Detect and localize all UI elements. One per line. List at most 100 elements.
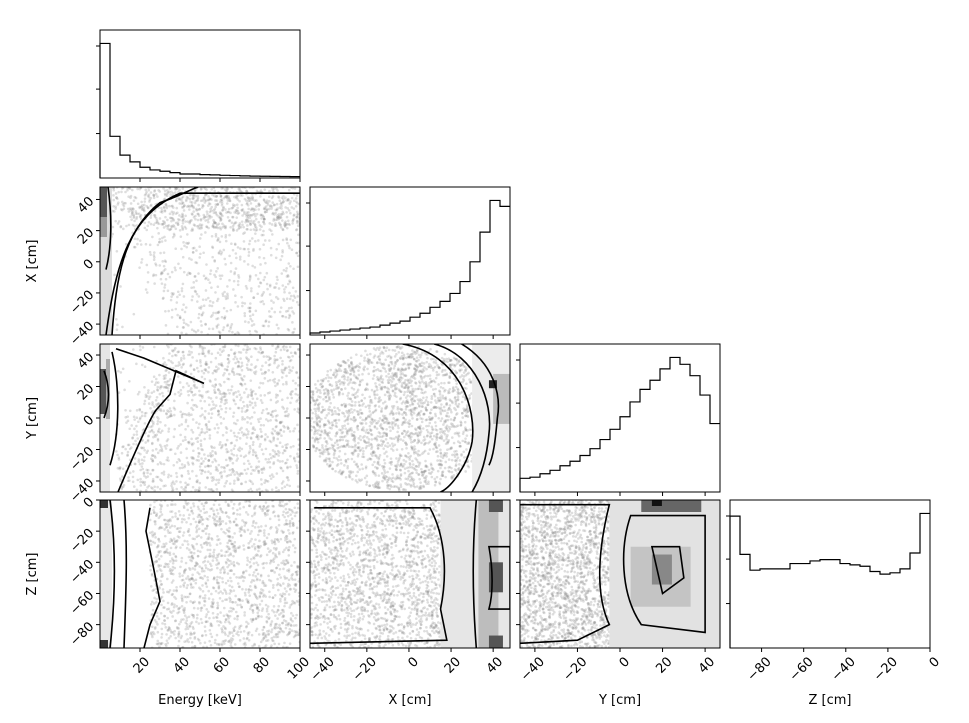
histogram-frame-z bbox=[729, 499, 931, 649]
density-cell bbox=[488, 635, 503, 648]
histogram-step-z bbox=[729, 512, 930, 648]
y-tick-label: −20 bbox=[67, 444, 97, 474]
histogram-step-x bbox=[309, 199, 510, 335]
x-tick-label: 80 bbox=[251, 654, 273, 676]
panel-z-vs-y bbox=[519, 499, 721, 649]
histogram-x bbox=[306, 186, 511, 339]
density-cell bbox=[478, 500, 499, 648]
x-tick-label: 40 bbox=[696, 654, 718, 676]
x-tick-label: 20 bbox=[653, 654, 675, 676]
histogram-z bbox=[726, 499, 931, 649]
y-tick-label: 40 bbox=[75, 350, 97, 372]
x-tick-label: −20 bbox=[560, 654, 590, 684]
y-tick-label: 40 bbox=[75, 194, 97, 216]
density-cell bbox=[641, 500, 702, 512]
y-axis-label-z: Z [cm] bbox=[25, 553, 40, 596]
panel-frame bbox=[309, 499, 511, 649]
density-contour bbox=[109, 351, 119, 466]
scatter-points bbox=[104, 187, 300, 335]
histogram-frame-energy bbox=[99, 29, 301, 179]
y-tick-label: −80 bbox=[67, 619, 97, 649]
histogram-frame-x bbox=[309, 186, 511, 336]
y-tick-label: −40 bbox=[67, 557, 97, 587]
x-tick-label: −20 bbox=[350, 654, 380, 684]
panel-y-vs-x bbox=[309, 343, 511, 493]
density-cell bbox=[100, 369, 106, 414]
density-contour bbox=[105, 187, 112, 270]
histogram-energy bbox=[96, 29, 301, 182]
density-cell bbox=[493, 373, 510, 424]
y-axis-label-y: Y [cm] bbox=[25, 397, 40, 440]
panel-x-vs-energy bbox=[99, 186, 301, 336]
panel-z-vs-energy bbox=[99, 499, 301, 649]
y-tick-label: −40 bbox=[67, 319, 97, 349]
density-contour bbox=[103, 370, 110, 419]
density-contour bbox=[123, 500, 128, 648]
density-contour bbox=[520, 503, 611, 645]
density-contour bbox=[461, 344, 500, 466]
x-tick-label: 0 bbox=[406, 654, 422, 670]
x-tick-label: −40 bbox=[518, 654, 548, 684]
density-contour bbox=[622, 514, 706, 634]
histogram-step-y bbox=[519, 356, 720, 492]
density-contour bbox=[143, 507, 161, 648]
histogram-step-energy bbox=[99, 42, 300, 178]
density-contour bbox=[434, 344, 491, 492]
density-cell bbox=[488, 380, 497, 389]
y-tick-label: 0 bbox=[81, 413, 97, 429]
density-contour bbox=[115, 347, 205, 492]
density-cell bbox=[100, 217, 107, 237]
x-axis-label-y: Y [cm] bbox=[598, 693, 641, 708]
density-contour bbox=[402, 344, 474, 492]
x-tick-label: 20 bbox=[442, 654, 464, 676]
scatter-points bbox=[310, 344, 496, 492]
x-axis-label-x: X [cm] bbox=[389, 693, 432, 708]
x-tick-label: 100 bbox=[285, 654, 313, 682]
density-cell bbox=[100, 640, 108, 648]
y-tick-label: 0 bbox=[81, 256, 97, 272]
panel-z-vs-x bbox=[309, 499, 511, 649]
x-tick-label: 60 bbox=[211, 654, 233, 676]
x-tick-label: 0 bbox=[927, 654, 943, 670]
density-cell bbox=[488, 500, 503, 512]
density-cell bbox=[100, 344, 110, 492]
panel-frame bbox=[99, 499, 301, 649]
scatter-points bbox=[148, 500, 300, 648]
scatter-points bbox=[115, 344, 300, 492]
y-tick-label: −20 bbox=[67, 288, 97, 318]
density-cell bbox=[100, 187, 107, 227]
x-tick-label: −80 bbox=[745, 654, 775, 684]
y-tick-label: 20 bbox=[75, 225, 97, 247]
scatter-points bbox=[520, 500, 611, 648]
x-tick-label: −20 bbox=[871, 654, 901, 684]
density-cell bbox=[100, 500, 112, 648]
y-tick-label: 0 bbox=[81, 495, 97, 511]
x-tick-label: 40 bbox=[171, 654, 193, 676]
density-contour bbox=[310, 506, 448, 645]
density-cell bbox=[651, 500, 662, 506]
y-tick-label: −60 bbox=[67, 588, 97, 618]
x-axis-label-energy: Energy [keV] bbox=[158, 693, 242, 708]
density-cell bbox=[100, 500, 108, 508]
panel-frame bbox=[99, 186, 301, 336]
panel-y-vs-energy bbox=[99, 343, 301, 493]
x-tick-label: 20 bbox=[131, 654, 153, 676]
y-tick-label: 20 bbox=[75, 381, 97, 403]
density-contour bbox=[111, 187, 201, 335]
y-axis-label-x: X [cm] bbox=[25, 240, 40, 283]
x-tick-label: −40 bbox=[308, 654, 338, 684]
x-tick-label: −60 bbox=[787, 654, 817, 684]
density-contour bbox=[472, 500, 478, 648]
histogram-y bbox=[516, 343, 721, 496]
y-tick-label: −20 bbox=[67, 526, 97, 556]
density-cell bbox=[651, 554, 672, 585]
x-tick-label: −40 bbox=[829, 654, 859, 684]
density-contour bbox=[487, 545, 510, 610]
density-contour bbox=[650, 545, 685, 595]
scatter-points bbox=[310, 500, 457, 648]
x-tick-label: 0 bbox=[617, 654, 633, 670]
x-tick-label: 40 bbox=[484, 654, 506, 676]
density-contour bbox=[109, 500, 116, 648]
x-axis-label-z: Z [cm] bbox=[809, 693, 852, 708]
